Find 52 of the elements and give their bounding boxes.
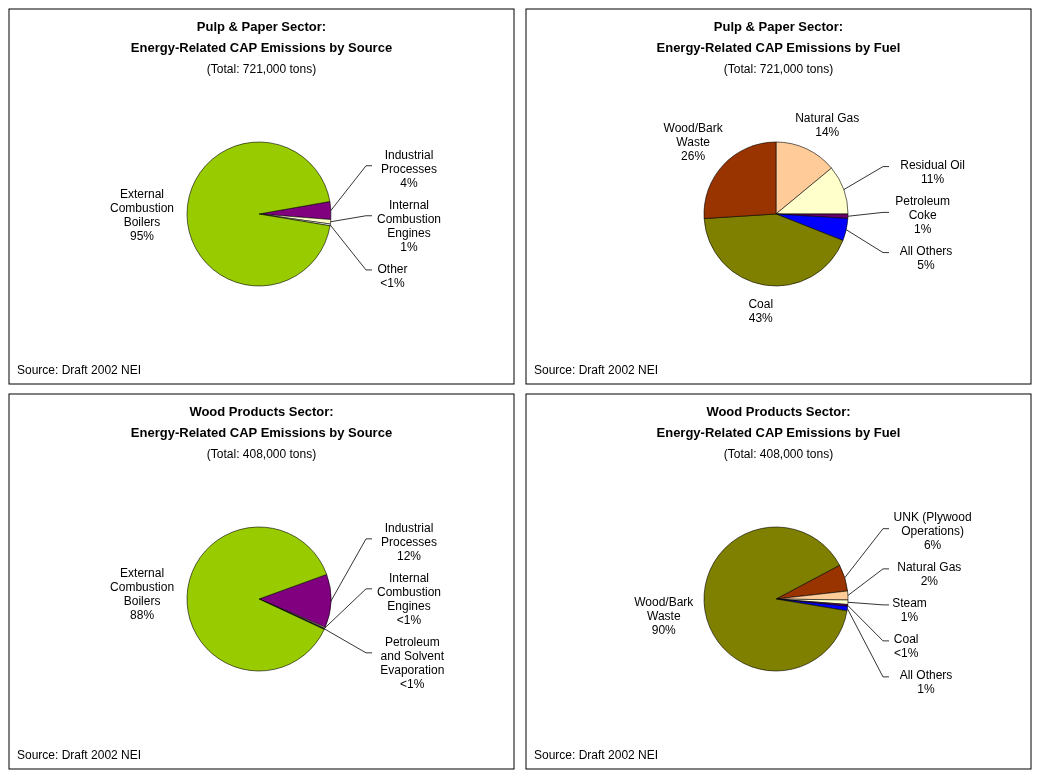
- slice-label: Petroleum Coke: [895, 194, 951, 223]
- data-label: 88%: [130, 608, 155, 623]
- data-label: <1%: [396, 612, 422, 627]
- data-label: <1%: [380, 275, 405, 290]
- data-label: 1%: [900, 610, 919, 625]
- slice-label: Wood/Bark Waste: [663, 121, 724, 150]
- slice-label: Industrial Processes: [380, 520, 438, 549]
- chart-title: Wood Products Sector: Energy-Related CAP Emissions by Fuel: [656, 404, 901, 440]
- data-label: 4%: [400, 175, 418, 190]
- data-label: <1%: [400, 676, 425, 691]
- data-label: 12%: [396, 548, 422, 563]
- chart-subtitle: (Total: 721,000 tons): [723, 62, 834, 76]
- data-label: 6%: [923, 538, 942, 553]
- chart-title: Pulp & Paper Sector: Energy-Related CAP Emissions by Source: [130, 19, 393, 55]
- source-note: Source: Draft 2002 NEI: [534, 748, 659, 762]
- slice-label: UNK (Plywood Operations): [893, 510, 972, 539]
- data-label: 1%: [400, 239, 418, 254]
- data-label: 26%: [681, 149, 706, 164]
- slice-label: Petroleum and Solvent Evaporation: [380, 634, 445, 677]
- source-note: Source: Draft 2002 NEI: [534, 363, 659, 377]
- slice-label: Coal: [748, 296, 774, 311]
- slice-label: Coal: [893, 632, 919, 647]
- data-label: 90%: [651, 622, 677, 637]
- source-note: Source: Draft 2002 NEI: [17, 363, 142, 377]
- data-label: 2%: [920, 574, 939, 589]
- source-note: Source: Draft 2002 NEI: [17, 748, 142, 762]
- data-label: 95%: [129, 228, 155, 243]
- slice-label: Other: [377, 261, 408, 276]
- data-label: 14%: [815, 125, 840, 140]
- slice-label: External Combustion Boilers: [110, 566, 175, 609]
- slice-label: Industrial Processes: [380, 147, 438, 176]
- slice-label: Internal Combustion Engines: [376, 570, 442, 613]
- slice-label: Steam: [892, 596, 927, 611]
- slice-label: Natural Gas: [897, 560, 962, 575]
- data-label: 43%: [748, 310, 774, 325]
- data-label: 1%: [914, 222, 932, 237]
- chart-subtitle: (Total: 721,000 tons): [206, 62, 317, 76]
- chart-subtitle: (Total: 408,000 tons): [723, 447, 834, 461]
- chart-title: Wood Products Sector: Energy-Related CAP Emissions by Source: [130, 404, 393, 440]
- data-label: 5%: [917, 258, 935, 273]
- chart-title: Pulp & Paper Sector: Energy-Related CAP Emissions by Fuel: [656, 19, 901, 55]
- slice-label: Natural Gas: [795, 111, 860, 126]
- slice-label: External Combustion Boilers: [109, 186, 175, 229]
- data-label: <1%: [894, 646, 919, 661]
- data-label: 1%: [917, 682, 935, 697]
- data-label: 11%: [921, 172, 945, 187]
- slice-label: All Others: [899, 244, 953, 259]
- slice-label: Residual Oil: [900, 158, 965, 173]
- slice-label: All Others: [899, 668, 953, 683]
- slice-label: Wood/Bark Waste: [634, 594, 695, 623]
- chart-subtitle: (Total: 408,000 tons): [206, 447, 317, 461]
- slice-label: Internal Combustion Engines: [376, 197, 442, 240]
